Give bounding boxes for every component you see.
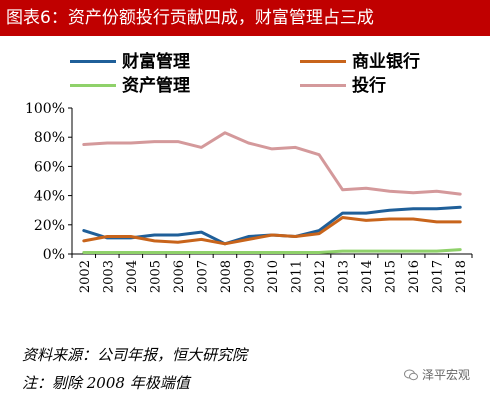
chart-title: 图表6：资产份额投行贡献四成，财富管理占三成 — [0, 0, 490, 36]
x-tick-label: 2017 — [431, 260, 446, 293]
x-tick-label: 2013 — [337, 260, 352, 293]
legend-swatch-wealth — [70, 60, 116, 63]
x-tick-label: 2006 — [172, 260, 187, 293]
remark-note: 注：剔除 2008 年极端值 — [22, 374, 190, 392]
legend-label-bank: 商业银行 — [352, 52, 420, 72]
x-tick-label: 2002 — [78, 260, 93, 293]
x-tick-label: 2010 — [266, 260, 281, 293]
legend-swatch-ib — [300, 84, 346, 87]
y-tick-label: 20% — [34, 218, 65, 234]
legend-swatch-bank — [300, 60, 346, 63]
legend-label-wealth: 财富管理 — [122, 52, 190, 72]
y-tick-label: 40% — [34, 189, 65, 205]
x-tick-label: 2003 — [101, 260, 116, 293]
watermark-text: 泽平宏观 — [421, 368, 470, 382]
x-tick-label: 2012 — [313, 260, 328, 293]
legend-label-asset: 资产管理 — [122, 76, 190, 96]
y-tick-label: 60% — [34, 159, 65, 175]
x-tick-label: 2018 — [454, 260, 469, 293]
line-chart: 0% 20% 40% 60% 80% 100% 2002 2003 2004 2005 2006 20… — [25, 101, 473, 293]
legend: 财富管理 商业银行 资产管理 投行 — [0, 40, 490, 100]
y-tick-label: 0% — [43, 247, 65, 263]
x-tick-label: 2004 — [125, 260, 140, 293]
x-tick-label: 2005 — [148, 260, 163, 293]
legend-swatch-asset — [70, 84, 116, 87]
series-line-3 — [82, 131, 462, 196]
series-line-1 — [82, 216, 462, 246]
wechat-icon — [403, 369, 418, 381]
x-tick-label: 2009 — [242, 260, 257, 293]
series-line-2 — [82, 248, 462, 254]
x-tick-label: 2008 — [219, 260, 234, 293]
x-tick-label: 2007 — [195, 260, 210, 293]
x-tick-label: 2014 — [360, 260, 375, 293]
watermark: 泽平宏观 — [403, 366, 470, 383]
x-tick-label: 2011 — [290, 260, 305, 293]
y-tick-label: 80% — [34, 130, 65, 146]
source-note: 资料来源：公司年报，恒大研究院 — [22, 346, 248, 364]
x-tick-label: 2015 — [384, 260, 399, 293]
y-tick-label: 100% — [25, 101, 65, 117]
x-tick-label: 2016 — [407, 260, 422, 293]
legend-label-ib: 投行 — [352, 76, 386, 96]
